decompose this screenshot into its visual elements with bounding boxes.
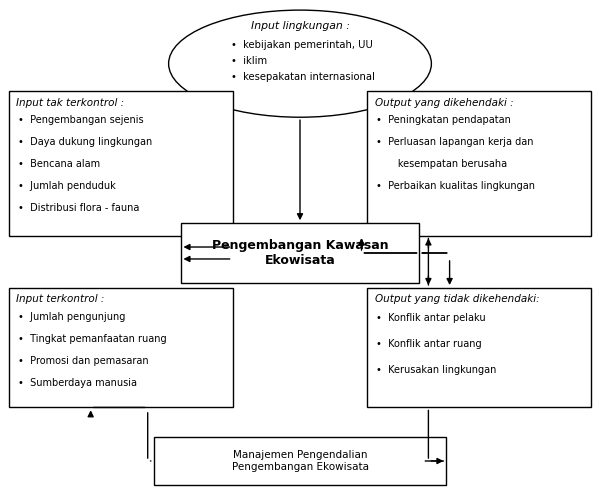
Text: Pengembangan Kawasan
Ekowisata: Pengembangan Kawasan Ekowisata — [212, 239, 388, 267]
Text: •  Perbaikan kualitas lingkungan: • Perbaikan kualitas lingkungan — [376, 181, 535, 191]
Text: Input terkontrol :: Input terkontrol : — [16, 294, 104, 304]
FancyBboxPatch shape — [181, 223, 419, 283]
Text: •  Sumberdaya manusia: • Sumberdaya manusia — [17, 378, 137, 388]
Text: •  Tingkat pemanfaatan ruang: • Tingkat pemanfaatan ruang — [17, 334, 166, 344]
Text: •  Distribusi flora - fauna: • Distribusi flora - fauna — [17, 202, 139, 212]
Text: •  Daya dukung lingkungan: • Daya dukung lingkungan — [17, 137, 152, 147]
Text: Manajemen Pengendalian
Pengembangan Ekowisata: Manajemen Pengendalian Pengembangan Ekow… — [232, 450, 368, 472]
Text: •  Pengembangan sejenis: • Pengembangan sejenis — [17, 115, 143, 125]
Text: •  kesepakatan internasional: • kesepakatan internasional — [232, 72, 375, 82]
Ellipse shape — [169, 10, 431, 117]
Text: •  Kerusakan lingkungan: • Kerusakan lingkungan — [376, 365, 497, 375]
Text: Output yang tidak dikehendaki:: Output yang tidak dikehendaki: — [374, 294, 539, 304]
Text: •  Jumlah penduduk: • Jumlah penduduk — [17, 181, 115, 191]
Text: •  Promosi dan pemasaran: • Promosi dan pemasaran — [17, 356, 148, 366]
FancyBboxPatch shape — [8, 91, 233, 235]
FancyBboxPatch shape — [367, 91, 592, 235]
Text: •  kebijakan pemerintah, UU: • kebijakan pemerintah, UU — [232, 40, 373, 50]
Text: •  Perluasan lapangan kerja dan: • Perluasan lapangan kerja dan — [376, 137, 534, 147]
FancyBboxPatch shape — [367, 288, 592, 407]
Text: •  iklim: • iklim — [232, 56, 268, 66]
Text: Input lingkungan :: Input lingkungan : — [251, 22, 349, 31]
Text: •  Jumlah pengunjung: • Jumlah pengunjung — [17, 312, 125, 322]
Text: kesempatan berusaha: kesempatan berusaha — [376, 159, 508, 169]
Text: •  Konflik antar ruang: • Konflik antar ruang — [376, 339, 482, 349]
FancyBboxPatch shape — [8, 288, 233, 407]
Text: •  Bencana alam: • Bencana alam — [17, 159, 100, 169]
Text: •  Peningkatan pendapatan: • Peningkatan pendapatan — [376, 115, 511, 125]
Text: Output yang dikehendaki :: Output yang dikehendaki : — [374, 98, 513, 108]
FancyBboxPatch shape — [154, 437, 446, 484]
Text: Input tak terkontrol :: Input tak terkontrol : — [16, 98, 124, 108]
Text: •  Konflik antar pelaku: • Konflik antar pelaku — [376, 313, 486, 323]
